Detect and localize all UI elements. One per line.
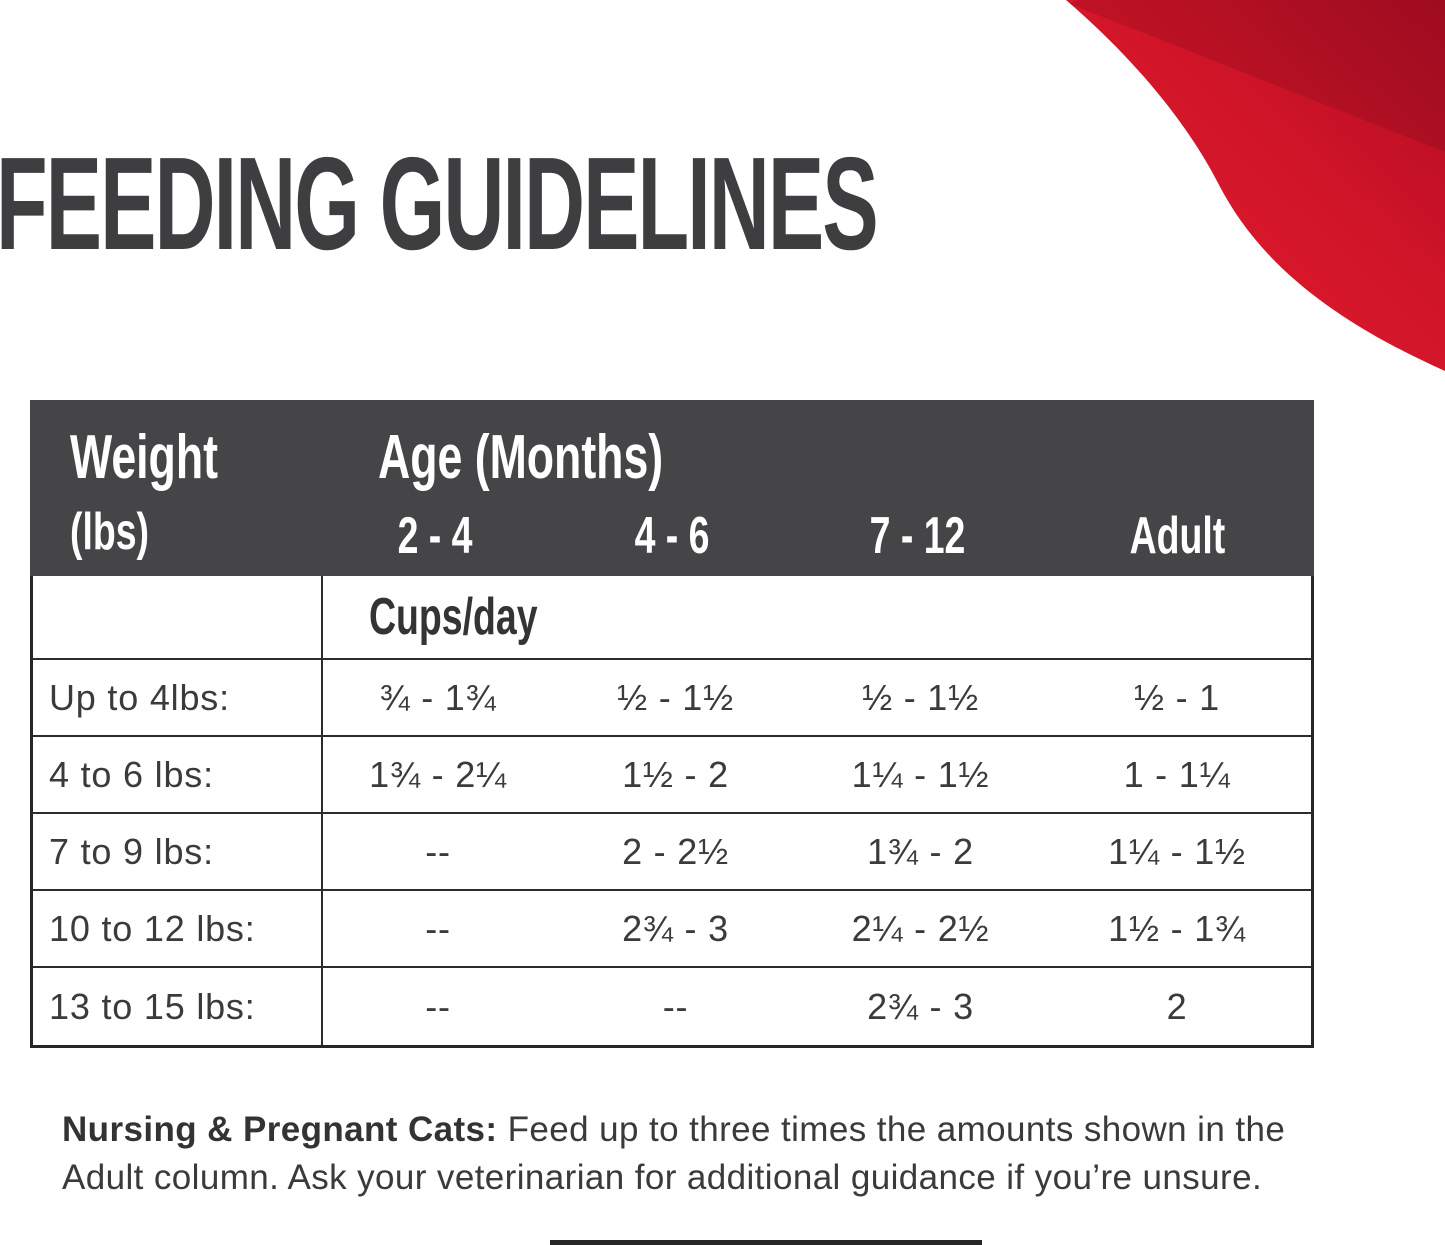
page-title-text: FEEDING GUIDELINES	[0, 130, 879, 277]
age-subcolumns: 2 - 4 4 - 6 7 - 12 Adult	[320, 507, 1314, 566]
cell-value: 1¼ - 1½	[851, 753, 990, 795]
cell-value: 1¾ - 2¼	[369, 753, 507, 795]
cell-value: 1¼ - 1½	[1108, 830, 1246, 872]
table-row: 10 to 12 lbs: -- 2¾ - 3 2¼ - 2½ 1½ - 1¾	[33, 891, 1311, 968]
row-label: 13 to 15 lbs:	[33, 968, 323, 1045]
next-section-divider	[550, 1240, 982, 1245]
cell-value: --	[425, 985, 451, 1027]
cell-value: 1½ - 2	[622, 753, 729, 795]
table-header: Weight (lbs) Age (Months) 2 - 4 4 - 6 7 …	[30, 400, 1314, 576]
table-row: 4 to 6 lbs: 1¾ - 2¼ 1½ - 2 1¼ - 1½ 1 - 1…	[33, 737, 1311, 814]
age-column-header: Age (Months) 2 - 4 4 - 6 7 - 12 Adult	[320, 400, 1314, 576]
cell-value: 1¾ - 2	[867, 830, 974, 872]
age-col-adult: Adult	[1129, 507, 1225, 566]
cell-value: 2¼ - 2½	[851, 907, 990, 949]
swoosh-fold-shade	[1070, 0, 1445, 152]
cell-value: 2	[1166, 985, 1188, 1027]
cell-value: --	[425, 907, 451, 949]
age-label: Age (Months)	[378, 423, 664, 492]
row-label: Up to 4lbs:	[33, 660, 323, 735]
cell-value: 1½ - 1¾	[1108, 907, 1246, 949]
cell-value: --	[425, 830, 451, 872]
units-row: Cups/day	[33, 576, 1311, 660]
table-row: 7 to 9 lbs: -- 2 - 2½ 1¾ - 2 1¼ - 1½	[33, 814, 1311, 891]
cell-value: 2 - 2½	[622, 830, 729, 872]
table-body: Cups/day Up to 4lbs: ¾ - 1¾ ½ - 1½ ½ - 1…	[30, 576, 1314, 1048]
age-col-4-6: 4 - 6	[635, 507, 710, 566]
weight-unit-label: (lbs)	[70, 503, 150, 562]
age-col-2-4: 2 - 4	[397, 507, 473, 566]
feeding-guidelines-table: Weight (lbs) Age (Months) 2 - 4 4 - 6 7 …	[30, 400, 1314, 1048]
footnote-body: Feed up to three times the amounts shown…	[62, 1110, 1286, 1197]
nursing-pregnant-footnote: Nursing & Pregnant Cats: Feed up to thre…	[62, 1106, 1332, 1202]
weight-column-header: Weight (lbs)	[30, 400, 320, 576]
page-title: FEEDING GUIDELINES	[0, 138, 1372, 270]
cell-value: ½ - 1	[1133, 676, 1221, 718]
units-label: Cups/day	[369, 588, 538, 646]
weight-label: Weight	[70, 423, 218, 492]
row-label: 10 to 12 lbs:	[33, 891, 323, 966]
row-label: 7 to 9 lbs:	[33, 814, 323, 889]
cell-value: ½ - 1½	[862, 676, 979, 718]
cell-value: 1 - 1¼	[1123, 753, 1231, 795]
cell-value: 2¾ - 3	[622, 907, 729, 949]
age-col-7-12: 7 - 12	[869, 507, 966, 566]
table-row: 13 to 15 lbs: -- -- 2¾ - 3 2	[33, 968, 1311, 1045]
cell-value: 2¾ - 3	[867, 985, 974, 1027]
cell-value: --	[662, 985, 689, 1027]
units-row-blank-cell	[33, 576, 323, 658]
footnote-lead: Nursing & Pregnant Cats:	[62, 1110, 498, 1149]
cell-value: ¾ - 1¾	[379, 676, 497, 718]
cell-value: ½ - 1½	[617, 676, 734, 718]
table-row: Up to 4lbs: ¾ - 1¾ ½ - 1½ ½ - 1½ ½ - 1	[33, 660, 1311, 737]
row-label: 4 to 6 lbs:	[33, 737, 323, 812]
